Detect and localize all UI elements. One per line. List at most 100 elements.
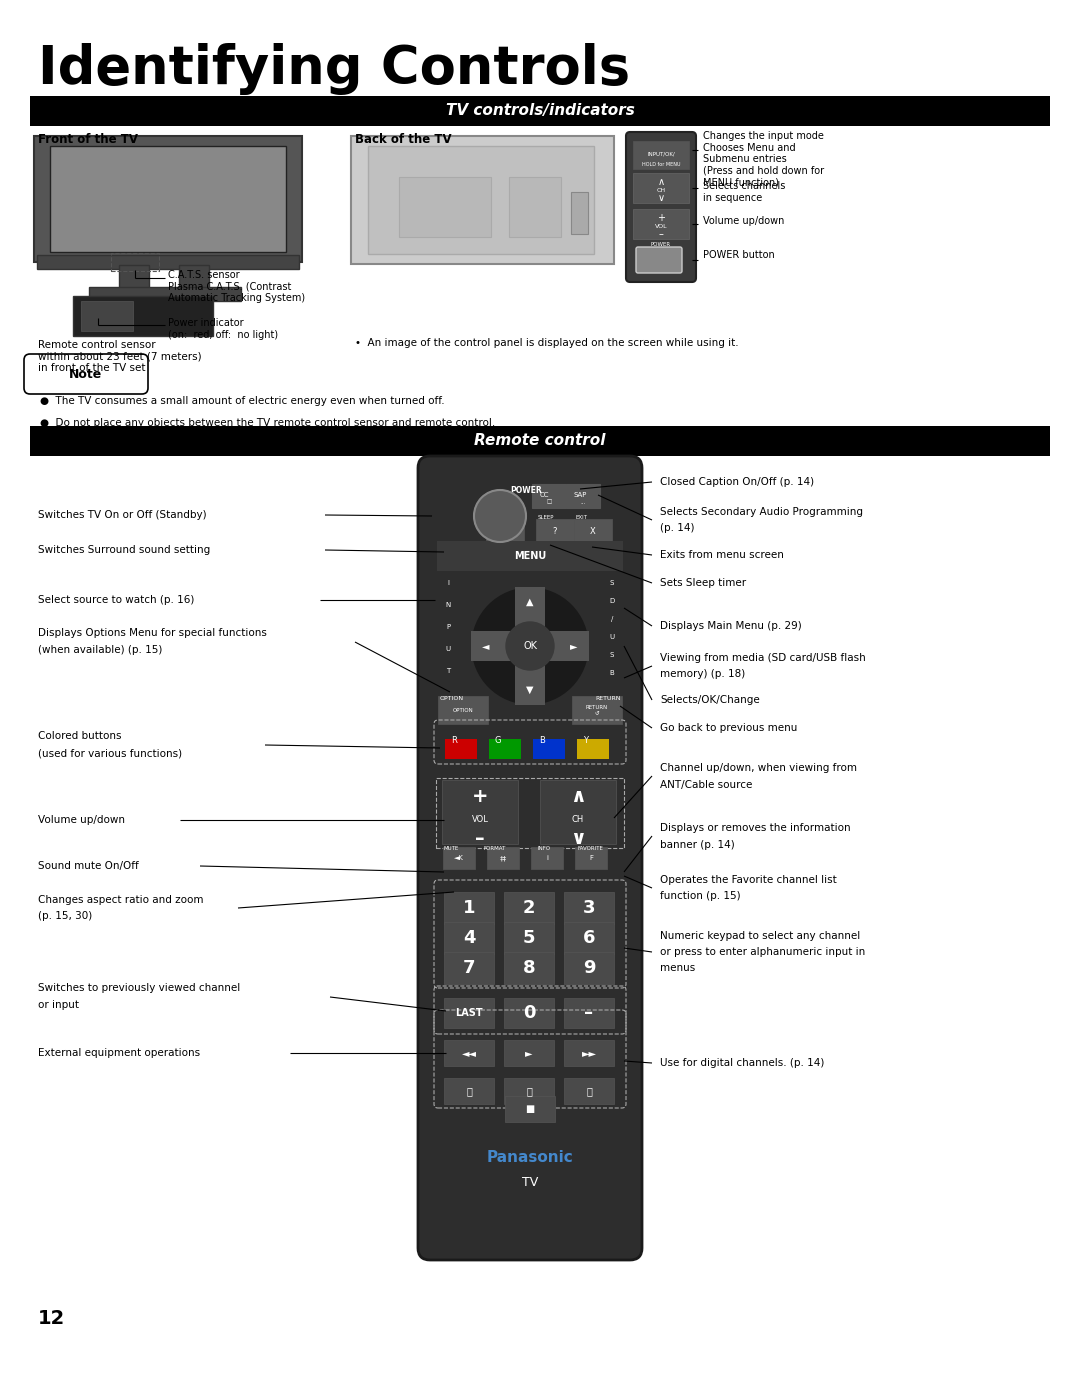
Text: Remote control: Remote control [474, 433, 606, 448]
Text: Volume up/down: Volume up/down [38, 815, 125, 824]
Text: Viewing from media (SD card/USB flash: Viewing from media (SD card/USB flash [660, 652, 866, 663]
FancyBboxPatch shape [636, 247, 681, 273]
Text: or press to enter alphanumeric input in: or press to enter alphanumeric input in [660, 947, 865, 956]
Text: MENU: MENU [514, 551, 546, 561]
Text: ⏸: ⏸ [526, 1085, 532, 1097]
Text: ∧: ∧ [570, 787, 586, 805]
Text: I: I [447, 580, 449, 586]
Text: –: – [584, 1004, 594, 1022]
FancyBboxPatch shape [633, 174, 689, 203]
Text: ?: ? [553, 527, 557, 537]
Text: T: T [446, 668, 450, 675]
FancyBboxPatch shape [418, 457, 642, 1260]
Text: P: P [446, 625, 450, 630]
FancyBboxPatch shape [37, 255, 299, 269]
FancyBboxPatch shape [504, 1040, 554, 1066]
Text: 3: 3 [583, 899, 595, 917]
Text: Go back to previous menu: Go back to previous menu [660, 723, 797, 733]
FancyBboxPatch shape [564, 998, 615, 1029]
FancyBboxPatch shape [509, 178, 561, 237]
FancyBboxPatch shape [89, 287, 241, 301]
Text: ▼: ▼ [526, 686, 534, 695]
FancyBboxPatch shape [444, 1078, 494, 1103]
Text: 4: 4 [462, 929, 475, 947]
Text: (used for various functions): (used for various functions) [38, 748, 183, 758]
Text: i: i [546, 855, 548, 861]
Text: VOL: VOL [472, 816, 488, 824]
Text: Power indicator
(on:  red, off:  no light): Power indicator (on: red, off: no light) [168, 318, 279, 340]
FancyBboxPatch shape [73, 296, 213, 336]
Text: ►: ► [570, 641, 578, 651]
Text: SURROUND: SURROUND [492, 515, 524, 520]
Text: VOL: VOL [654, 223, 667, 229]
FancyBboxPatch shape [351, 136, 615, 264]
Text: ANT/Cable source: ANT/Cable source [660, 780, 753, 790]
FancyBboxPatch shape [399, 178, 491, 237]
FancyBboxPatch shape [81, 301, 133, 330]
FancyBboxPatch shape [444, 998, 494, 1029]
Text: Channel up/down, when viewing from: Channel up/down, when viewing from [660, 763, 858, 773]
Text: Closed Caption On/Off (p. 14): Closed Caption On/Off (p. 14) [660, 477, 814, 487]
Text: 2: 2 [523, 899, 536, 917]
Text: ●  The TV consumes a small amount of electric energy even when turned off.: ● The TV consumes a small amount of elec… [40, 396, 445, 407]
Text: ►: ► [525, 1048, 532, 1058]
Circle shape [507, 622, 554, 670]
Text: Exits from menu screen: Exits from menu screen [660, 550, 784, 559]
FancyBboxPatch shape [633, 210, 689, 239]
FancyBboxPatch shape [489, 738, 521, 759]
FancyBboxPatch shape [534, 738, 565, 759]
Text: Switches to previously viewed channel: Switches to previously viewed channel [38, 983, 240, 992]
Text: ...: ... [580, 500, 585, 504]
Text: POWER: POWER [510, 486, 542, 496]
Text: memory) (p. 18): memory) (p. 18) [660, 669, 745, 679]
FancyBboxPatch shape [540, 780, 616, 844]
FancyBboxPatch shape [30, 96, 1050, 126]
Text: RETURN
↺: RETURN ↺ [585, 705, 608, 715]
Text: MUTE: MUTE [444, 847, 459, 851]
Text: POWER: POWER [651, 242, 671, 247]
Text: 8: 8 [523, 959, 536, 977]
Text: Front of the TV: Front of the TV [38, 133, 138, 146]
Text: Switches Surround sound setting: Switches Surround sound setting [38, 545, 211, 555]
FancyBboxPatch shape [564, 922, 615, 954]
Text: Remote control sensor
within about 23 feet (7 meters)
in front of the TV set: Remote control sensor within about 23 fe… [38, 340, 202, 373]
Text: Changes the input mode
Chooses Menu and
Submenu entries
(Press and hold down for: Changes the input mode Chooses Menu and … [703, 130, 824, 187]
Text: (when available) (p. 15): (when available) (p. 15) [38, 645, 162, 655]
FancyBboxPatch shape [444, 952, 494, 984]
Text: ►►: ►► [581, 1048, 596, 1058]
Text: +: + [472, 787, 488, 805]
Text: Colored buttons: Colored buttons [38, 731, 121, 741]
FancyBboxPatch shape [504, 952, 554, 984]
FancyBboxPatch shape [566, 484, 600, 508]
Text: Note: Note [69, 368, 103, 380]
Text: Y: Y [583, 736, 589, 745]
Text: menus: menus [660, 963, 696, 973]
FancyBboxPatch shape [444, 922, 494, 954]
Text: or input: or input [38, 999, 79, 1010]
Text: ∨: ∨ [658, 193, 664, 203]
Text: TV controls/indicators: TV controls/indicators [446, 104, 634, 118]
Text: EXIT: EXIT [576, 515, 588, 520]
FancyBboxPatch shape [572, 695, 622, 725]
FancyBboxPatch shape [442, 780, 518, 844]
FancyBboxPatch shape [571, 192, 588, 235]
Text: LAST: LAST [455, 1008, 483, 1017]
Text: External equipment operations: External equipment operations [38, 1048, 200, 1058]
Text: ◄K: ◄K [454, 855, 464, 861]
FancyBboxPatch shape [536, 519, 573, 545]
Text: Numeric keypad to select any channel: Numeric keypad to select any channel [660, 931, 861, 941]
FancyBboxPatch shape [577, 738, 609, 759]
Text: OPTION: OPTION [440, 695, 464, 701]
Text: ∨: ∨ [570, 829, 586, 848]
Text: Displays Main Menu (p. 29): Displays Main Menu (p. 29) [660, 620, 801, 632]
Text: X: X [590, 527, 596, 537]
Text: B: B [539, 736, 545, 745]
Text: –: – [475, 829, 485, 848]
Text: ⏭: ⏭ [586, 1085, 592, 1097]
FancyBboxPatch shape [575, 847, 607, 869]
FancyBboxPatch shape [515, 587, 545, 705]
Text: Identifying Controls: Identifying Controls [38, 43, 630, 94]
Text: ◄: ◄ [483, 641, 489, 651]
Circle shape [472, 589, 588, 704]
Text: HOLD for MENU: HOLD for MENU [642, 161, 680, 167]
